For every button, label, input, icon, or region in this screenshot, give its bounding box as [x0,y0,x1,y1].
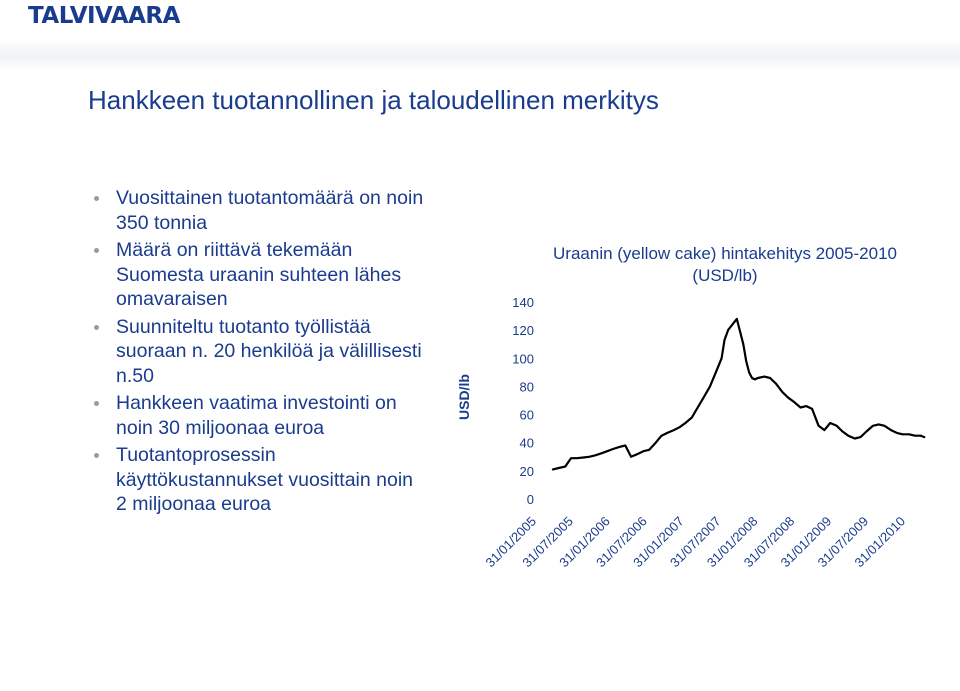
bullet-dot-icon [94,196,99,201]
bullet-item: Tuotantoprosessin käyttökustannukset vuo… [92,443,427,517]
bullet-text: Määrä on riittävä tekemään Suomesta uraa… [116,239,402,310]
bullet-item: Hankkeen vaatima investointi on noin 30 … [92,391,427,440]
bullet-dot-icon [94,248,99,253]
bullet-dot-icon [94,324,99,330]
y-tick-label: 0 [527,492,534,507]
x-tick-labels: 31/01/200531/07/200531/01/200631/07/2006… [482,514,908,571]
y-tick-label: 100 [512,351,534,366]
talvivaara-logo: TALVIVAARA [28,3,180,29]
slide-title: Hankkeen tuotannollinen ja taloudellinen… [88,85,659,115]
y-tick-label: 20 [520,464,534,479]
chart-title: Uraanin (yellow cake) hintakehitys 2005-… [553,244,897,285]
bullet-item: Suunniteltu tuotanto työllistää suoraan … [92,315,427,389]
y-tick-label: 60 [520,408,534,423]
bullet-text: Suunniteltu tuotanto työllistää suoraan … [116,315,422,387]
series-line [551,317,926,471]
y-tick-label: 40 [520,436,534,451]
bullet-dot-icon [94,401,99,406]
y-tick-label: 120 [512,323,534,338]
bullet-item: Vuosittainen tuotantomäärä on noin 350 t… [92,186,427,235]
bullet-item: Määrä on riittävä tekemään Suomesta uraa… [92,238,427,312]
bullet-list: Vuosittainen tuotantomäärä on noin 350 t… [92,186,427,520]
bullet-text: Vuosittainen tuotantomäärä on noin 350 t… [116,187,424,234]
bullet-text: Tuotantoprosessin käyttökustannukset vuo… [116,444,414,515]
bullet-dot-icon [94,453,99,458]
y-tick-labels: 0 20 40 60 80 100 120 140 [512,295,534,507]
header-band [0,40,960,70]
y-tick-label: 80 [520,379,534,394]
bullet-text: Hankkeen vaatima investointi on noin 30 … [116,392,397,439]
y-tick-label: 140 [512,295,534,310]
